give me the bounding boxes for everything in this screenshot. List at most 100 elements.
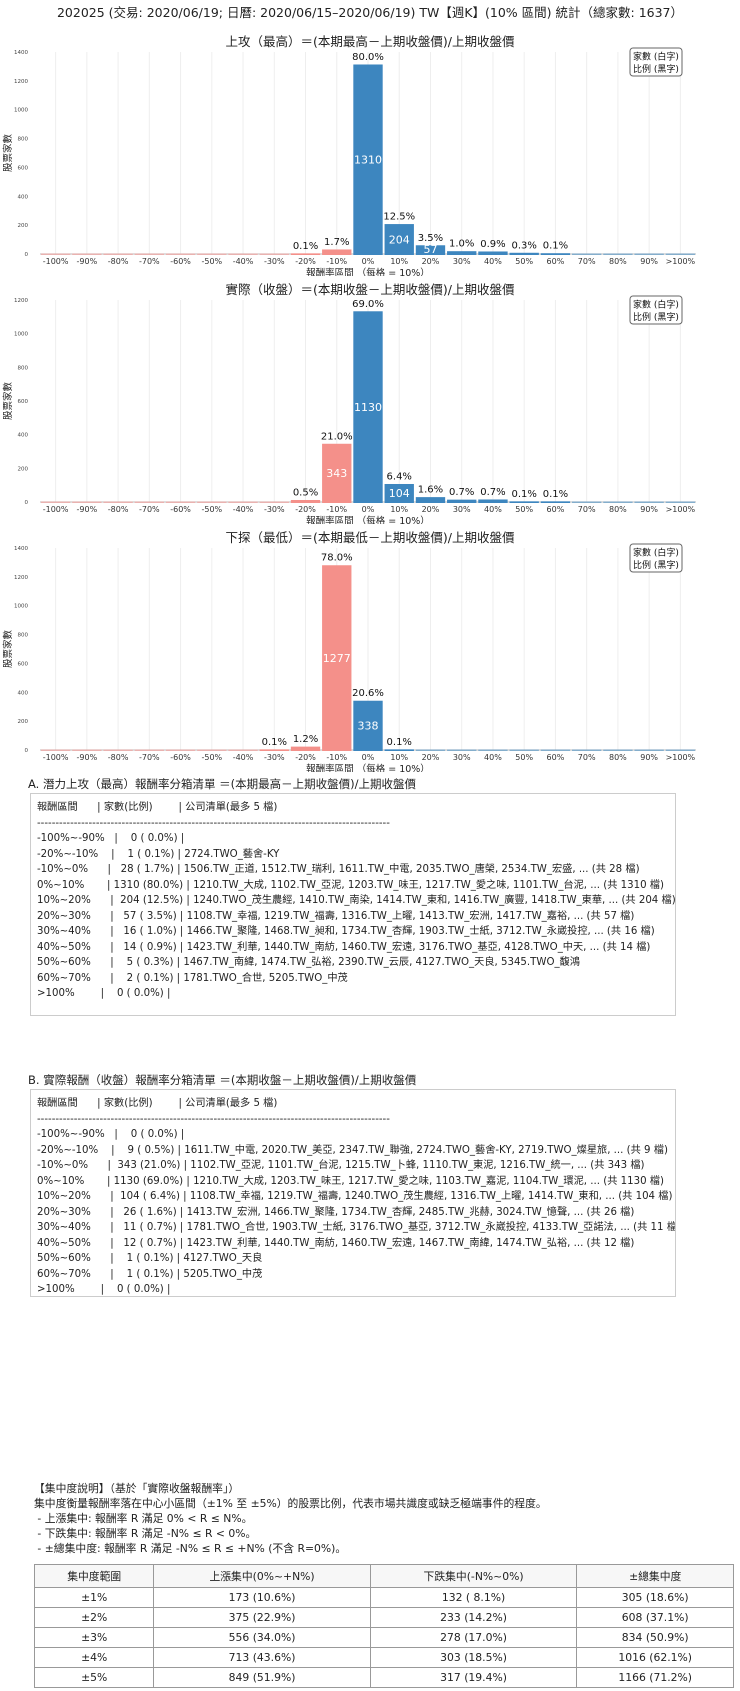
bar-percent-label: 0.1% <box>543 241 568 252</box>
chart-svg-0: 上攻（最高）＝(本期最高－上期收盤價)/上期收盤價 0 200 400 600 800 10… <box>2 34 696 276</box>
table-cell: 713 (43.6%) <box>153 1647 371 1668</box>
y-tick-label: 1000 <box>14 332 28 338</box>
x-axis-label: 報酬率區間 （每格 = 10%） <box>306 515 430 524</box>
x-tick-label: 50% <box>515 505 533 514</box>
bar-percent-label: 1.0% <box>449 239 474 250</box>
y-tick-label: 1200 <box>14 79 28 85</box>
x-tick-label: -60% <box>170 257 191 266</box>
bar-count-label: 104 <box>389 487 410 500</box>
x-tick-label: -90% <box>77 753 98 762</box>
bar-percent-label: 1.2% <box>293 734 318 745</box>
table-cell: 1016 (62.1%) <box>576 1647 734 1668</box>
x-tick-label: 20% <box>422 753 440 762</box>
bar <box>415 245 446 255</box>
y-tick-label: 1000 <box>14 108 28 114</box>
x-tick-label: 50% <box>515 257 533 266</box>
bar <box>447 749 477 751</box>
bar <box>72 749 102 751</box>
list-row: >100% | 0 ( 0.0%) | <box>37 988 171 999</box>
y-tick-label: 400 <box>18 690 29 696</box>
bar <box>478 499 508 503</box>
x-tick-label: -90% <box>77 257 98 266</box>
table-cell: 608 (37.1%) <box>576 1607 734 1628</box>
x-tick-label: -50% <box>201 505 222 514</box>
bar <box>322 249 352 255</box>
x-tick-label: -20% <box>295 257 316 266</box>
list-row: 10%~20% | 204 (12.5%) | 1240.TWO_茂生農經, 1… <box>37 895 676 906</box>
bar-percent-label: 12.5% <box>383 212 415 223</box>
bar <box>40 749 71 751</box>
x-tick-label: -40% <box>233 257 254 266</box>
bar <box>103 253 133 255</box>
table-row: ±2% 375 (22.9%) 233 (14.2%) 608 (37.1%) <box>33 1607 734 1628</box>
list-a-title: A. 潛力上攻（最高）報酬率分箱清單 ＝(本期最高－上期收盤價)/上期收盤價 <box>28 777 416 791</box>
bar <box>415 749 446 751</box>
x-tick-label: -50% <box>201 753 222 762</box>
y-tick-label: 800 <box>18 137 29 143</box>
bar <box>259 749 289 751</box>
table-cell: 1166 (71.2%) <box>576 1667 734 1688</box>
bar-percent-label: 21.0% <box>321 431 353 442</box>
table-cell: 278 (17.0%) <box>369 1627 578 1648</box>
list-row: 50%~60% | 1 ( 0.1%) | 4127.TWO_天良 <box>37 1253 263 1264</box>
bar <box>72 501 102 503</box>
y-tick-label: 800 <box>18 365 29 371</box>
list-row: 0%~10% | 1310 (80.0%) | 1210.TW_大成, 1102… <box>37 879 664 891</box>
chart-title: 實際（收盤）＝(本期收盤－上期收盤價)/上期收盤價 <box>226 282 515 297</box>
bar-percent-label: 0.1% <box>387 737 412 748</box>
bar <box>665 501 696 503</box>
bar-percent-label: 3.5% <box>418 233 443 244</box>
x-tick-label: 90% <box>640 257 658 266</box>
table-row: ±4% 713 (43.6%) 303 (18.5%) 1016 (62.1%) <box>33 1647 734 1668</box>
y-tick-label: 0 <box>25 748 29 754</box>
bar <box>540 253 571 255</box>
bar-percent-label: 80.0% <box>352 52 384 63</box>
bar <box>665 253 696 255</box>
x-tick-label: 10% <box>390 753 408 762</box>
list-row: 20%~30% | 57 ( 3.5%) | 1108.TW_幸福, 1219.… <box>37 910 635 922</box>
x-tick-label: 30% <box>453 505 471 514</box>
x-tick-label: 30% <box>453 753 471 762</box>
list-row: 40%~50% | 12 ( 0.7%) | 1423.TW_利華, 1440.… <box>37 1237 635 1249</box>
x-tick-label: 90% <box>640 753 658 762</box>
bar <box>478 251 508 255</box>
x-tick-label: 30% <box>453 257 471 266</box>
bar <box>322 565 352 751</box>
y-axis-label: 股票家數 <box>2 630 14 669</box>
explanation-line: 集中度衡量報酬率落在中心小區間（±1% 至 ±5%）的股票比例，代表市場共識度或… <box>34 1497 547 1510</box>
x-tick-label: 50% <box>515 753 533 762</box>
table-row: ±1% 173 (10.6%) 132 ( 8.1%) 305 (18.6%) <box>33 1587 734 1608</box>
table-header-cell: 集中度範圍 <box>33 1564 155 1588</box>
bar <box>197 749 227 751</box>
bar <box>40 253 71 255</box>
x-tick-label: 10% <box>390 257 408 266</box>
bar-percent-label: 1.7% <box>324 237 349 248</box>
concentration-explanation: 【集中度說明】（基於「實際收盤報酬率」） 集中度衡量報酬率落在中心小區間（±1% … <box>34 1481 547 1556</box>
bar <box>634 749 664 751</box>
y-axis-label: 股票家數 <box>2 382 14 421</box>
bar <box>353 64 383 255</box>
list-row: -10%~0% | 343 (21.0%) | 1102.TW_亞泥, 1101… <box>37 1160 645 1171</box>
bar <box>290 253 321 255</box>
bar-percent-label: 0.9% <box>480 239 505 250</box>
legend-box: 家數 (白字)比例 (黑字) <box>629 47 683 77</box>
bar-count-label: 343 <box>326 467 347 480</box>
x-tick-label: 90% <box>640 505 658 514</box>
legend-frame <box>629 47 683 77</box>
table-cell: 233 (14.2%) <box>369 1607 578 1628</box>
legend-frame <box>629 543 683 573</box>
page-title: 202025 (交易: 2020/06/19; 日曆: 2020/06/15–2… <box>56 5 684 20</box>
bar <box>571 501 602 503</box>
bar <box>353 311 383 503</box>
bar <box>384 749 414 751</box>
y-tick-label: 400 <box>18 433 29 439</box>
bar <box>571 253 602 255</box>
bar-percent-label: 69.0% <box>352 299 384 310</box>
x-tick-label: -10% <box>326 257 347 266</box>
table-cell: ±4% <box>33 1647 155 1668</box>
table-header-row: 集中度範圍 上漲集中(0%~+N%) 下跌集中(-N%~0%) ±總集中度 <box>33 1564 734 1588</box>
x-tick-label: -70% <box>139 257 160 266</box>
y-tick-label: 200 <box>18 466 29 472</box>
concentration-table: 集中度範圍 上漲集中(0%~+N%) 下跌集中(-N%~0%) ±總集中度 ±1% 17… <box>33 1564 734 1688</box>
bar-percent-label: 78.0% <box>321 553 353 564</box>
